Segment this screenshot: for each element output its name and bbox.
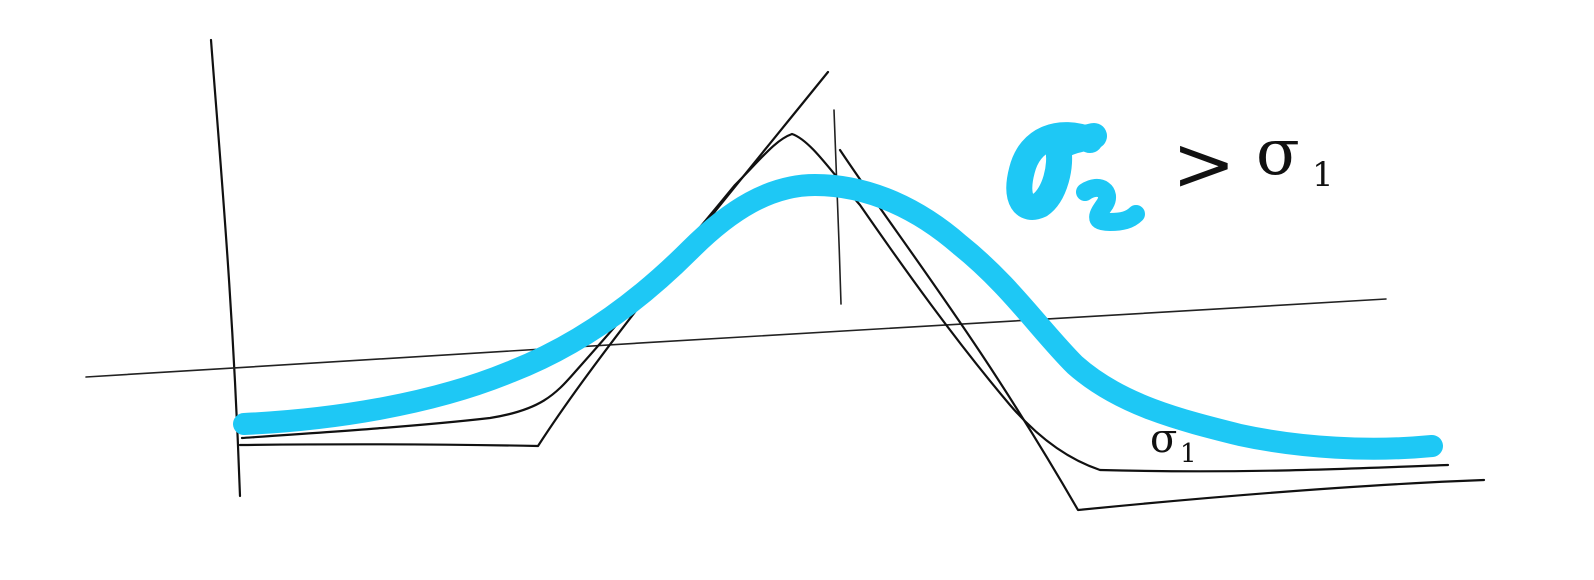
- curve-label-subscript: 1: [1180, 439, 1197, 469]
- narrow-curve-stroke-1: [240, 132, 1450, 473]
- sigma-two-subscript-glyph: [1076, 178, 1145, 231]
- narrow-curve-stroke-3: [838, 148, 1486, 512]
- mean-line: [833, 109, 842, 305]
- sigma-two-glyph: [1006, 122, 1107, 220]
- sigma-one-subscript: 1: [1312, 155, 1334, 195]
- wide-curve-sigma-two: [233, 174, 1443, 460]
- horizontal-axis: [85, 298, 1387, 378]
- sigma-one-glyph: σ: [1256, 116, 1300, 190]
- narrow-curve-stroke-2: [238, 70, 830, 448]
- greater-than-sign: >: [1172, 119, 1236, 208]
- sigma-one-symbol: σ 1: [1256, 116, 1334, 195]
- sigma-two-symbol: [1006, 122, 1145, 231]
